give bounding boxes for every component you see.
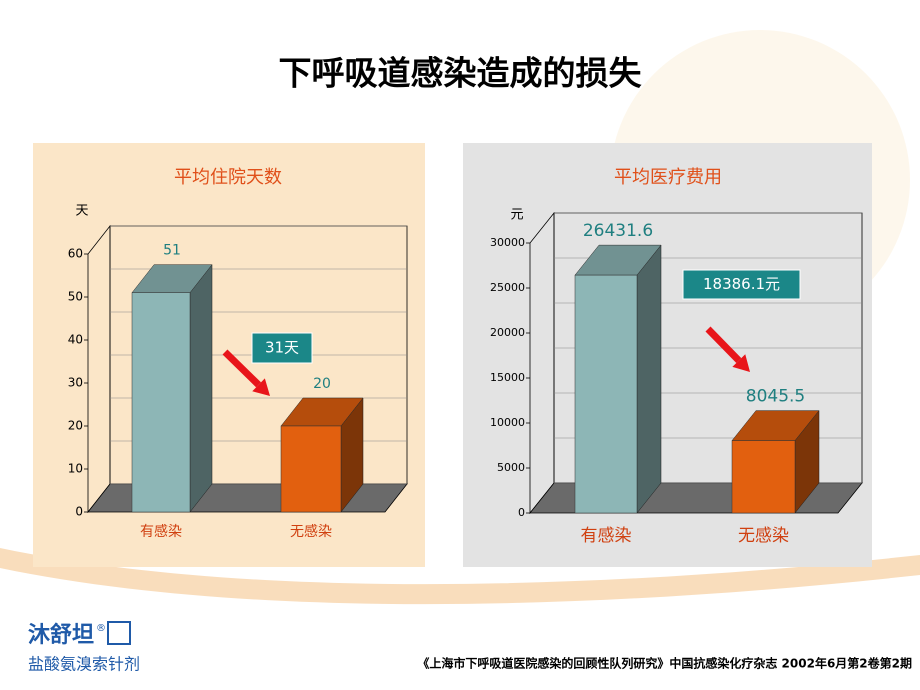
y-tick-label: 60 bbox=[68, 247, 83, 261]
y-tick-label: 20 bbox=[68, 419, 83, 433]
chart-title: 平均住院天数 bbox=[174, 167, 282, 188]
bar bbox=[280, 425, 342, 513]
y-tick-label: 20000 bbox=[490, 326, 525, 339]
data-label: 8045.5 bbox=[746, 387, 805, 407]
logo-mark: ® bbox=[96, 623, 106, 634]
arrow-shaft bbox=[705, 326, 742, 363]
y-tick-label: 10 bbox=[68, 462, 83, 476]
y-tick-label: 0 bbox=[518, 506, 525, 519]
y-tick-label: 10000 bbox=[490, 416, 525, 429]
bar bbox=[731, 440, 796, 514]
data-label: 20 bbox=[313, 376, 331, 392]
x-tick-label: 有感染 bbox=[581, 526, 632, 546]
slide-title: 下呼吸道感染造成的损失 bbox=[279, 54, 643, 93]
arrow-head bbox=[732, 354, 750, 372]
axis-unit: 元 bbox=[510, 208, 523, 223]
bar bbox=[574, 274, 638, 514]
data-label: 51 bbox=[163, 243, 181, 259]
y-tick-label: 30 bbox=[68, 376, 83, 390]
logo: 沐舒坦 ® 盐酸氨溴索针剂 bbox=[28, 621, 140, 674]
chart-title: 平均医疗费用 bbox=[614, 167, 722, 188]
logo-icon bbox=[107, 621, 131, 645]
arrow-head bbox=[252, 378, 270, 396]
arrow-shaft bbox=[222, 349, 262, 388]
annotation-box bbox=[251, 332, 313, 364]
y-tick-label: 40 bbox=[68, 333, 83, 347]
y-tick-label: 30000 bbox=[490, 236, 525, 249]
y-tick-label: 25000 bbox=[490, 281, 525, 294]
logo-subtitle: 盐酸氨溴索针剂 bbox=[28, 655, 140, 674]
data-label: 26431.6 bbox=[583, 221, 653, 241]
x-tick-label: 无感染 bbox=[290, 523, 332, 540]
annotation: 18386.1元 bbox=[703, 275, 780, 293]
y-tick-label: 5000 bbox=[497, 461, 525, 474]
annotation: 31天 bbox=[265, 339, 299, 357]
x-tick-label: 有感染 bbox=[140, 523, 182, 540]
bar-side bbox=[636, 244, 662, 514]
y-tick-label: 15000 bbox=[490, 371, 525, 384]
y-tick-label: 0 bbox=[75, 505, 83, 519]
annotation-box bbox=[682, 269, 801, 300]
y-tick-label: 50 bbox=[68, 290, 83, 304]
bar bbox=[131, 292, 191, 513]
axis-unit: 天 bbox=[75, 204, 88, 219]
x-tick-label: 无感染 bbox=[738, 526, 789, 546]
logo-name: 沐舒坦 bbox=[28, 622, 94, 648]
swoosh bbox=[0, 548, 920, 605]
footer: 《上海市下呼吸道医院感染的回顾性队列研究》中国抗感染化疗杂志 2002年6月第2… bbox=[417, 656, 912, 671]
bar-side bbox=[189, 263, 213, 513]
